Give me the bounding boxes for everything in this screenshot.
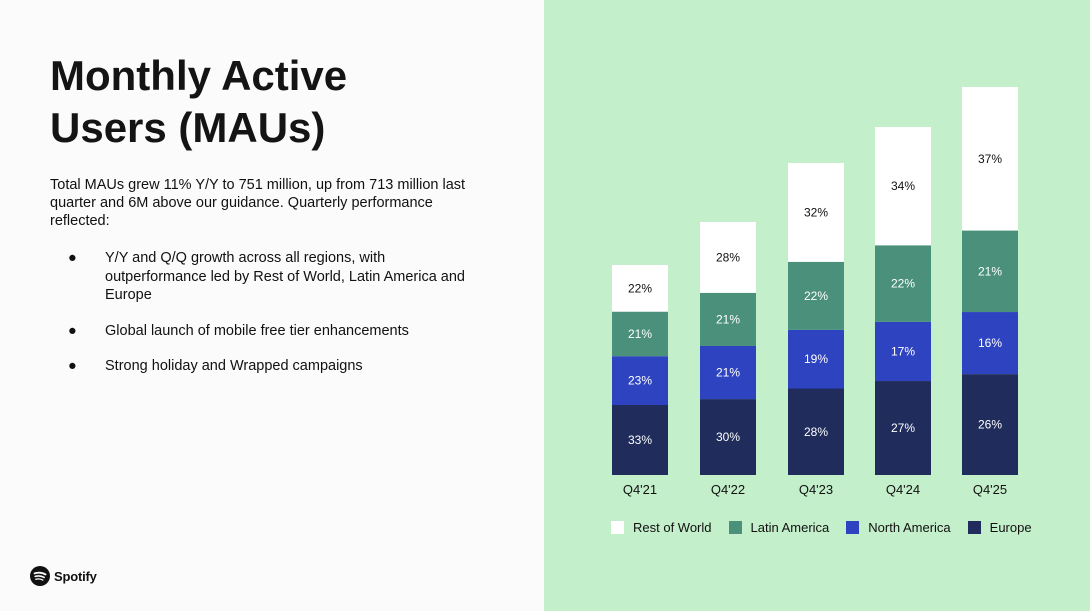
bar-segment-rest-of-world <box>700 222 756 293</box>
legend-swatch-rest-of-world <box>611 521 624 534</box>
page-title: Monthly Active Users (MAUs) <box>50 52 348 151</box>
text-panel <box>0 0 544 611</box>
x-tick-label: Q4'24 <box>886 482 920 497</box>
data-label: 28% <box>716 250 740 264</box>
bar-segment-latin-america <box>700 292 756 346</box>
bar-segment-latin-america <box>788 261 844 330</box>
data-label: 19% <box>804 352 828 366</box>
data-label: 30% <box>716 430 740 444</box>
data-label: 34% <box>891 179 915 193</box>
intro-paragraph: Total MAUs grew 11% Y/Y to 751 million, … <box>50 177 466 229</box>
bullet-text: Y/Y and Q/Q growth across all regions, w… <box>105 250 466 303</box>
legend-swatch-latin-america <box>728 521 742 534</box>
bullet-icon: ● <box>68 358 77 374</box>
data-label: 21% <box>628 327 652 341</box>
legend-item: Latin America <box>728 520 830 535</box>
data-label: 23% <box>628 374 652 388</box>
list-item: ● Y/Y and Q/Q growth across all regions, … <box>50 249 470 305</box>
legend-swatch-north-america <box>846 521 860 534</box>
legend-label: Latin America <box>750 520 830 535</box>
data-label: 26% <box>978 418 1002 432</box>
data-label: 22% <box>804 289 828 303</box>
bar-segment-europe <box>788 388 844 475</box>
bar-segment-europe <box>700 399 756 475</box>
legend-item: North America <box>846 520 951 535</box>
list-item: ● Global launch of mobile free tier enhan… <box>50 322 470 341</box>
spotify-logo-icon <box>30 566 50 586</box>
data-label: 27% <box>891 421 915 435</box>
data-label: 22% <box>628 281 652 295</box>
bullet-text: Strong holiday and Wrapped campaigns <box>105 358 363 374</box>
legend-item: Rest of World <box>611 520 712 535</box>
data-label: 28% <box>804 425 828 439</box>
legend-swatch-europe <box>967 521 981 534</box>
x-tick-label: Q4'22 <box>711 482 745 497</box>
bar-segment-latin-america <box>612 311 668 357</box>
bullet-list: ● Y/Y and Q/Q growth across all regions, … <box>50 249 470 393</box>
bar-segment-latin-america <box>962 230 1018 313</box>
list-item: ● Strong holiday and Wrapped campaigns <box>50 357 470 376</box>
bar-segment-rest-of-world <box>788 163 844 262</box>
bullet-text: Global launch of mobile free tier enhanc… <box>105 322 409 339</box>
bar-segment-rest-of-world <box>875 127 931 246</box>
legend-label: Rest of World <box>633 520 712 535</box>
bar-segment-north-america <box>612 356 668 405</box>
bar-segment-europe <box>962 374 1018 475</box>
bar-segment-north-america <box>875 321 931 382</box>
bar-segment-latin-america <box>875 245 931 322</box>
bar-segment-europe <box>875 381 931 475</box>
data-label: 21% <box>716 366 740 380</box>
data-label: 21% <box>716 312 740 326</box>
legend-label: Europe <box>989 520 1032 535</box>
bar-segment-north-america <box>788 329 844 389</box>
bar-segment-north-america <box>962 312 1018 375</box>
bullet-icon: ● <box>68 250 77 266</box>
legend-item: Europe <box>967 520 1032 535</box>
bullet-icon: ● <box>68 322 77 339</box>
data-label: 22% <box>891 277 915 291</box>
spotify-logo: Spotify <box>30 566 97 586</box>
data-label: 21% <box>978 264 1002 278</box>
legend-label: North America <box>868 520 951 535</box>
x-tick-label: Q4'23 <box>799 482 833 497</box>
x-tick-label: Q4'25 <box>973 482 1007 497</box>
data-label: 37% <box>978 152 1002 166</box>
bar-segment-rest-of-world <box>962 87 1018 231</box>
data-label: 33% <box>628 433 652 447</box>
data-label: 32% <box>804 205 828 219</box>
chart-legend: Rest of World Latin America North Americ… <box>611 520 1049 535</box>
x-tick-label: Q4'21 <box>623 482 657 497</box>
bar-segment-rest-of-world <box>612 265 668 312</box>
bar-segment-north-america <box>700 345 756 400</box>
bar-segment-europe <box>612 405 668 475</box>
data-label: 16% <box>978 336 1002 350</box>
spotify-wordmark: Spotify <box>54 568 97 584</box>
data-label: 17% <box>891 344 915 358</box>
